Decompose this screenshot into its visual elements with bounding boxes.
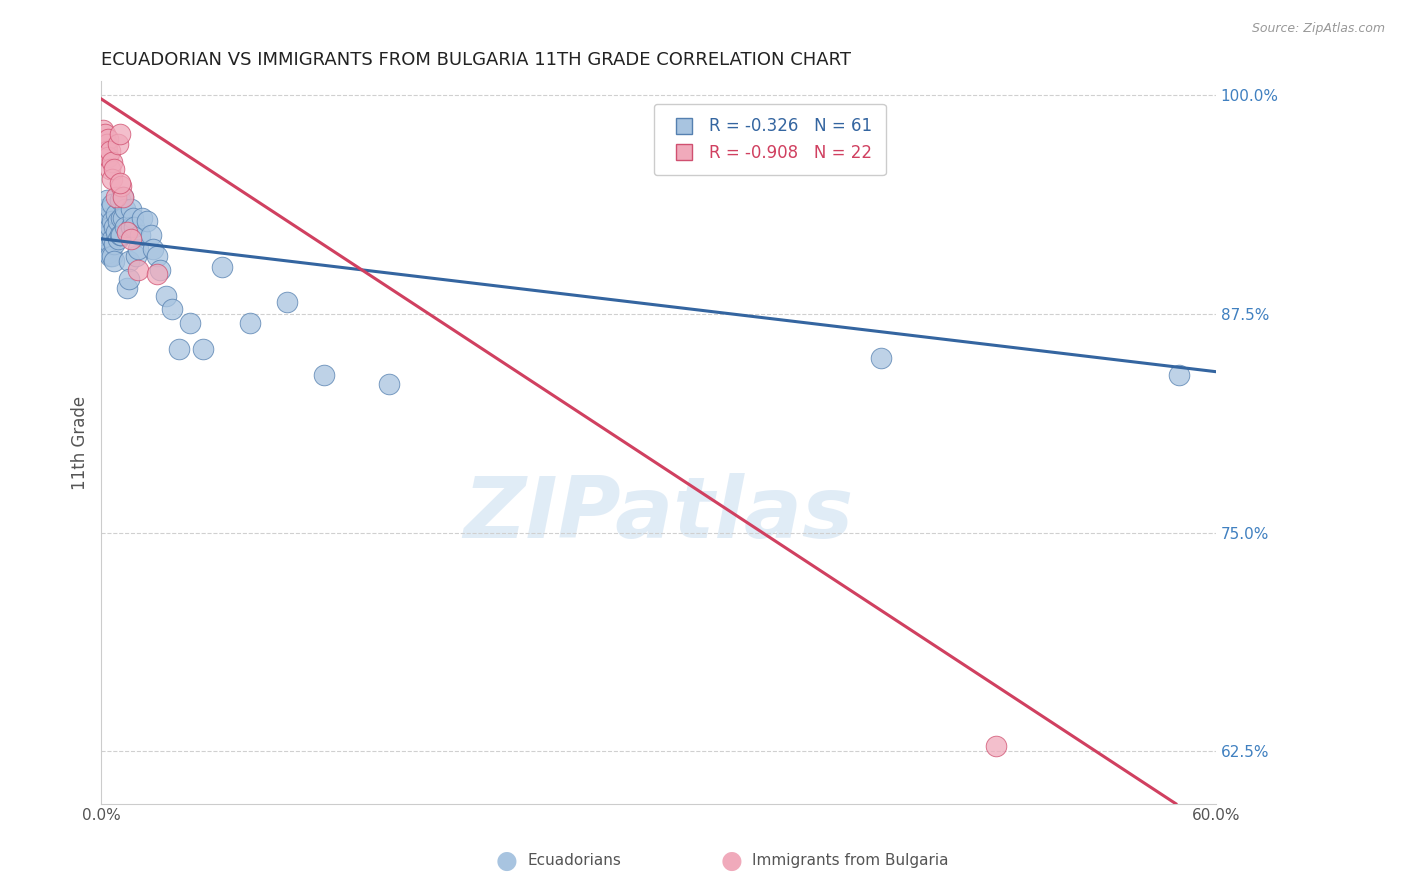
Point xyxy=(239,316,262,330)
Point xyxy=(98,219,121,234)
Point xyxy=(91,211,114,225)
Point xyxy=(108,176,131,190)
Point xyxy=(121,211,143,225)
Point xyxy=(107,214,129,228)
Point xyxy=(118,254,141,268)
Point xyxy=(110,179,132,194)
Point xyxy=(114,219,136,234)
Point xyxy=(120,202,142,216)
Y-axis label: 11th Grade: 11th Grade xyxy=(72,395,89,490)
Text: ZIPatlas: ZIPatlas xyxy=(463,474,853,557)
Point xyxy=(193,342,215,356)
Point xyxy=(167,342,190,356)
Point xyxy=(97,228,120,243)
Text: ECUADORIAN VS IMMIGRANTS FROM BULGARIA 11TH GRADE CORRELATION CHART: ECUADORIAN VS IMMIGRANTS FROM BULGARIA 1… xyxy=(101,51,851,69)
Point xyxy=(107,137,129,152)
Point xyxy=(115,225,138,239)
Point xyxy=(96,145,118,159)
Point xyxy=(97,150,120,164)
Point xyxy=(96,214,118,228)
Point xyxy=(104,190,127,204)
Point xyxy=(124,219,146,234)
Point xyxy=(129,228,152,243)
Point xyxy=(276,294,298,309)
Point xyxy=(104,225,127,239)
Point xyxy=(155,289,177,303)
Point xyxy=(107,232,129,246)
Point xyxy=(94,127,117,141)
Text: ●: ● xyxy=(720,849,742,872)
Point xyxy=(108,228,131,243)
Point xyxy=(94,202,117,216)
Point xyxy=(104,207,127,221)
Point xyxy=(211,260,233,274)
Point xyxy=(101,172,124,186)
Point xyxy=(112,190,135,204)
Point xyxy=(1167,368,1189,383)
Text: Ecuadorians: Ecuadorians xyxy=(527,854,621,868)
Point xyxy=(141,228,163,243)
Point xyxy=(108,127,131,141)
Point xyxy=(312,368,335,383)
Point xyxy=(146,267,169,281)
Point xyxy=(114,202,136,216)
Point xyxy=(91,123,114,137)
Point xyxy=(101,214,124,228)
Point xyxy=(131,211,153,225)
Point xyxy=(149,263,172,277)
Point xyxy=(179,316,201,330)
Point xyxy=(120,219,142,234)
Point xyxy=(125,249,148,263)
Point xyxy=(101,154,124,169)
Point xyxy=(378,376,401,391)
Text: ●: ● xyxy=(495,849,517,872)
Point xyxy=(96,232,118,246)
Legend: R = -0.326   N = 61, R = -0.908   N = 22: R = -0.326 N = 61, R = -0.908 N = 22 xyxy=(654,104,886,175)
Point xyxy=(97,132,120,146)
Point xyxy=(98,145,121,159)
Point xyxy=(101,249,124,263)
Point xyxy=(101,232,124,246)
Point xyxy=(160,301,183,316)
Point xyxy=(127,242,149,256)
Point xyxy=(986,739,1008,753)
Point xyxy=(108,194,131,208)
Point xyxy=(136,214,159,228)
Point xyxy=(91,228,114,243)
Point xyxy=(103,254,125,268)
Point xyxy=(110,211,132,225)
Point xyxy=(112,190,135,204)
Point xyxy=(870,351,893,365)
Point xyxy=(94,242,117,256)
Point xyxy=(146,249,169,263)
Point xyxy=(115,281,138,295)
Point xyxy=(98,161,121,176)
Point xyxy=(103,219,125,234)
Point xyxy=(98,237,121,252)
Point xyxy=(96,194,118,208)
Point xyxy=(120,232,142,246)
Point xyxy=(142,242,165,256)
Point xyxy=(103,161,125,176)
Point xyxy=(103,237,125,252)
Text: Source: ZipAtlas.com: Source: ZipAtlas.com xyxy=(1251,22,1385,36)
Point xyxy=(118,272,141,286)
Point xyxy=(127,263,149,277)
Text: Immigrants from Bulgaria: Immigrants from Bulgaria xyxy=(752,854,949,868)
Point xyxy=(112,211,135,225)
Point xyxy=(97,211,120,225)
Point xyxy=(98,249,121,263)
Point xyxy=(110,228,132,243)
Point xyxy=(97,245,120,260)
Point xyxy=(96,137,118,152)
Point xyxy=(98,202,121,216)
Point xyxy=(101,196,124,211)
